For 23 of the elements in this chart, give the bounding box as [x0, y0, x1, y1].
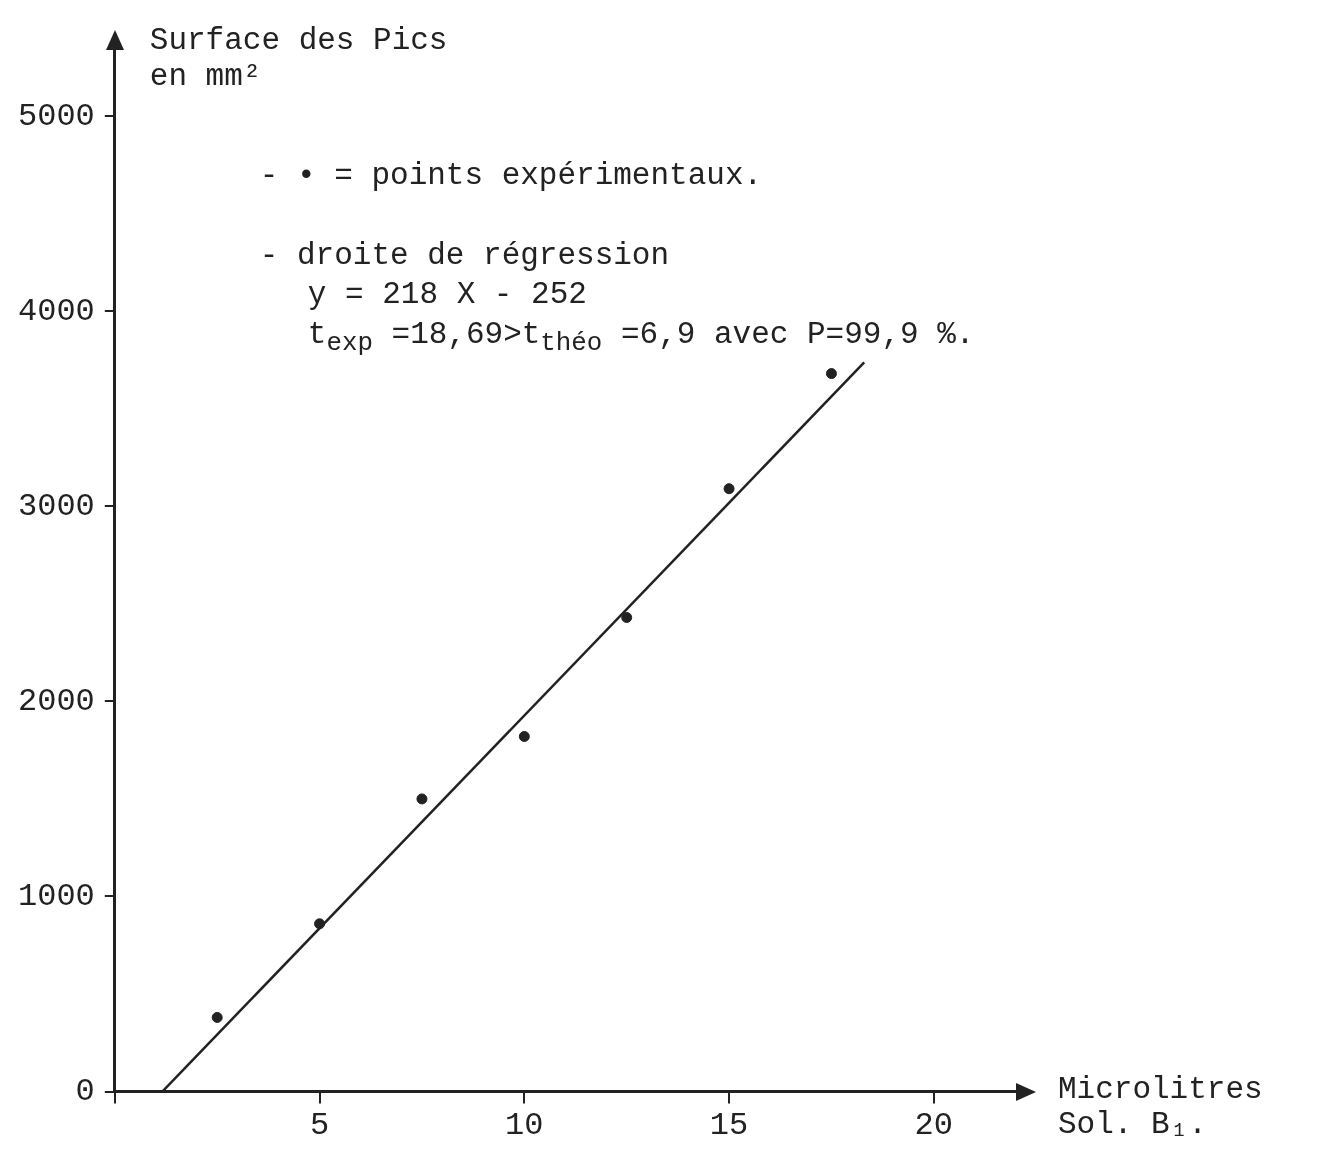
y-tick-label: 2000 — [18, 682, 95, 720]
point — [416, 793, 428, 805]
point — [211, 1011, 223, 1023]
y-tick-label: 4000 — [18, 292, 95, 330]
point — [621, 611, 633, 623]
y-axis-title: Surface des Pics en mm² — [149, 23, 448, 95]
x-tick-label: 5 — [309, 1107, 330, 1145]
annotation: y = 218 X - 252 — [307, 277, 588, 313]
point — [518, 731, 530, 742]
y-tick-label: 3000 — [18, 487, 95, 525]
annotation: - droite de régression — [259, 237, 671, 274]
x-tick-label: 20 — [914, 1107, 954, 1145]
x-tick-label: 15 — [709, 1107, 749, 1145]
annotation: t$_{exp}$ =18,69>t$_{théo}$ =6,9 avec P=99,9 %. — [307, 316, 975, 359]
x-tick-label: 10 — [505, 1107, 544, 1145]
point — [723, 483, 735, 495]
x-axis-title: Microlitres Sol. B₁. — [1058, 1071, 1263, 1143]
y-tick-label: 1000 — [18, 877, 95, 915]
point — [825, 368, 837, 380]
annotation: - • = points expérimentaux. — [259, 158, 764, 194]
point — [314, 918, 326, 930]
y-tick-label: 0 — [75, 1073, 95, 1111]
y-tick-label: 5000 — [18, 97, 95, 135]
